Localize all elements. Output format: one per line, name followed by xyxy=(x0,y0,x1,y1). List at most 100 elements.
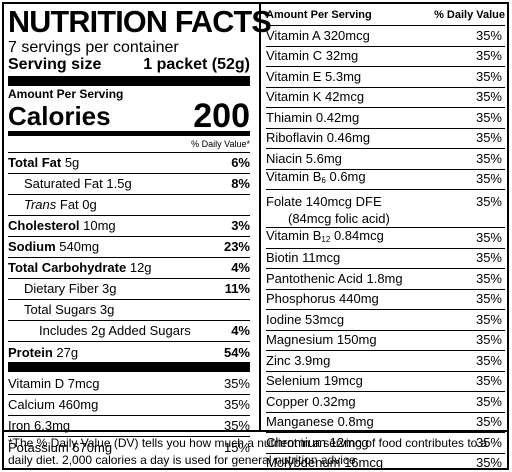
micronutrient-amount: 53mcg xyxy=(305,311,345,327)
vitamin-dv: 35% xyxy=(223,418,250,433)
micronutrient-line: Vitamin E 5.3mg xyxy=(266,69,361,84)
calories-label: Calories xyxy=(8,101,111,131)
micronutrient-line: Vitamin A 320mcg xyxy=(266,28,370,43)
micronutrient-label: Vitamin A 320mcg xyxy=(266,26,370,46)
nutrient-row: Total Carbohydrate 12g 4% xyxy=(8,258,250,279)
footnote: *The % Daily Value (DV) tells you how mu… xyxy=(4,430,507,470)
micronutrient-line: Folate 140mcg DFE xyxy=(266,194,382,209)
nutrient-label: Total Carbohydrate 12g xyxy=(8,258,152,278)
micronutrient-row: Phosphorus 440mg 35% xyxy=(266,289,505,310)
micronutrient-label: Vitamin C 32mg xyxy=(266,46,358,66)
nutrient-name: Total Carbohydrate xyxy=(8,260,127,275)
micronutrient-line: Vitamin B12 0.84mcg xyxy=(266,228,384,244)
micronutrient-dv: 35% xyxy=(475,130,502,146)
micronutrient-dv: 35% xyxy=(475,171,502,187)
vitamin-row: Iron 6.3mg 35% xyxy=(8,416,250,437)
micronutrient-label: Biotin 11mcg xyxy=(266,248,340,268)
micronutrient-row: Chromium 12mcg 35% xyxy=(266,433,505,454)
micronutrient-name: Phosphorus xyxy=(266,291,336,307)
micronutrient-amount: 440mg xyxy=(339,291,379,307)
micronutrient-label: Selenium 19mcg xyxy=(266,371,363,391)
nutrient-label: Sodium 540mg xyxy=(8,237,99,257)
nutrient-row: Protein 27g 54% xyxy=(8,342,250,363)
vitamin-label: Potassium 670mg xyxy=(8,439,113,455)
left-vitamin-list: Vitamin D 7mcg 35% Calcium 460mg 35% Iron 6.… xyxy=(8,372,250,458)
micronutrient-line: Iodine 53mcg xyxy=(266,312,344,327)
micronutrient-amount: 16mcg xyxy=(344,455,384,471)
micronutrient-label: Copper 0.32mg xyxy=(266,392,356,412)
micronutrient-label: Vitamin B12 0.84mcg xyxy=(266,226,384,250)
nutrient-label: Trans Fat 0g xyxy=(24,195,97,215)
nutrient-name: Total Sugars xyxy=(24,302,97,317)
vitamin-label: Vitamin D 7mcg xyxy=(8,376,100,391)
micronutrient-label: Phosphorus 440mg xyxy=(266,289,379,309)
nutrient-amount: 5g xyxy=(64,155,80,170)
micronutrient-amount: 150mg xyxy=(336,332,377,348)
micronutrient-dv: 35% xyxy=(475,229,502,245)
micronutrient-amount: 32mg xyxy=(325,48,359,64)
main-facts-column: NUTRITION FACTS 7 servings per container… xyxy=(8,6,272,455)
micronutrient-amount: 19mcg xyxy=(323,373,363,389)
calories-value: 200 xyxy=(193,97,250,135)
nutrient-label: Cholesterol 10mg xyxy=(8,216,116,236)
nutrient-name: Trans xyxy=(24,197,57,212)
nutrient-row: Saturated Fat 1.5g 8% xyxy=(8,174,250,195)
nutrient-row: Total Fat 5g 6% xyxy=(8,153,250,174)
micronutrient-name: Zinc xyxy=(266,352,291,368)
micronutrient-amount: 5.6mg xyxy=(305,150,342,166)
vitamin-row: Calcium 460mg 35% xyxy=(8,395,250,416)
micronutrient-label: Chromium 12mcg xyxy=(266,433,369,453)
micronutrient-name: Copper xyxy=(266,393,309,409)
micronutrient-name: Selenium xyxy=(266,373,321,389)
micronutrient-line: Riboflavin 0.46mg xyxy=(266,130,370,145)
nutrient-amount: 3g xyxy=(102,281,117,296)
micronutrient-dv: 35% xyxy=(475,291,502,307)
amount-per-serving-label: Amount Per Serving xyxy=(8,87,124,101)
micronutrient-amount: 3.9mg xyxy=(294,352,331,368)
nutrient-name: Cholesterol xyxy=(8,218,80,233)
column-divider xyxy=(259,4,261,430)
micronutrient-dv: 35% xyxy=(475,48,502,64)
micronutrient-row: Vitamin C 32mg 35% xyxy=(266,46,505,67)
vitamin-label: Iron 6.3mg xyxy=(8,418,71,433)
thick-rule xyxy=(8,76,250,86)
nutrient-name: Sodium xyxy=(8,239,56,254)
vitamin-row: Potassium 670mg 15% xyxy=(8,437,250,458)
nutrient-amount: 540mg xyxy=(59,239,100,254)
vitamin-row: Vitamin D 7mcg 35% xyxy=(8,374,250,395)
nutrient-name: Saturated Fat xyxy=(24,176,103,191)
micronutrient-label: Riboflavin 0.46mg xyxy=(266,128,370,148)
micronutrient-name: Molybdenum xyxy=(266,455,341,471)
micronutrient-amount: 0.6mg xyxy=(329,169,366,185)
nutrient-row: Cholesterol 10mg 3% xyxy=(8,216,250,237)
micronutrient-amount: 320mcg xyxy=(323,27,370,43)
micronutrient-subscript: 12 xyxy=(321,234,331,244)
micronutrient-name: Thiamin xyxy=(266,109,313,125)
micronutrient-header: Amount Per Serving % Daily Value xyxy=(266,4,505,26)
micronutrient-label: Magnesium 150mg xyxy=(266,330,377,350)
micronutrient-row: Zinc 3.9mg 35% xyxy=(266,351,505,372)
micronutrient-amount: 5.3mg xyxy=(325,68,362,84)
micronutrient-header-dv: % Daily Value xyxy=(434,9,505,21)
micronutrient-line: Zinc 3.9mg xyxy=(266,353,330,368)
micronutrient-column: Amount Per Serving % Daily Value Vitamin… xyxy=(266,4,505,470)
micronutrient-label: Vitamin E 5.3mg xyxy=(266,67,361,87)
servings-per-container: 7 servings per container xyxy=(8,39,179,56)
macronutrient-list: Total Fat 5g 6% Saturated Fat 1.5g 8% Trans … xyxy=(8,153,250,363)
micronutrient-dv: 35% xyxy=(475,352,502,368)
micronutrient-line: Vitamin C 32mg xyxy=(266,48,358,63)
micronutrient-label: Folate 140mcg DFE (84mcg folic acid) xyxy=(266,193,390,227)
micronutrient-row: Vitamin B12 0.84mcg 35% xyxy=(266,228,505,249)
thick-rule-vitamins xyxy=(8,362,250,372)
micronutrient-amount: 0.46mg xyxy=(326,130,371,146)
nutrient-amount: 1.5g xyxy=(106,176,132,191)
nutrient-dv: 3% xyxy=(231,218,250,233)
nutrient-name: Protein xyxy=(8,344,53,360)
nutrient-label: Dietary Fiber 3g xyxy=(24,279,117,299)
micronutrient-name: Pantothenic Acid xyxy=(266,270,363,286)
micronutrient-name: Vitamin E xyxy=(266,68,322,84)
micronutrient-row: Riboflavin 0.46mg 35% xyxy=(266,128,505,149)
micronutrient-row: Selenium 19mcg 35% xyxy=(266,371,505,392)
micronutrient-line: Pantothenic Acid 1.8mg xyxy=(266,271,403,286)
